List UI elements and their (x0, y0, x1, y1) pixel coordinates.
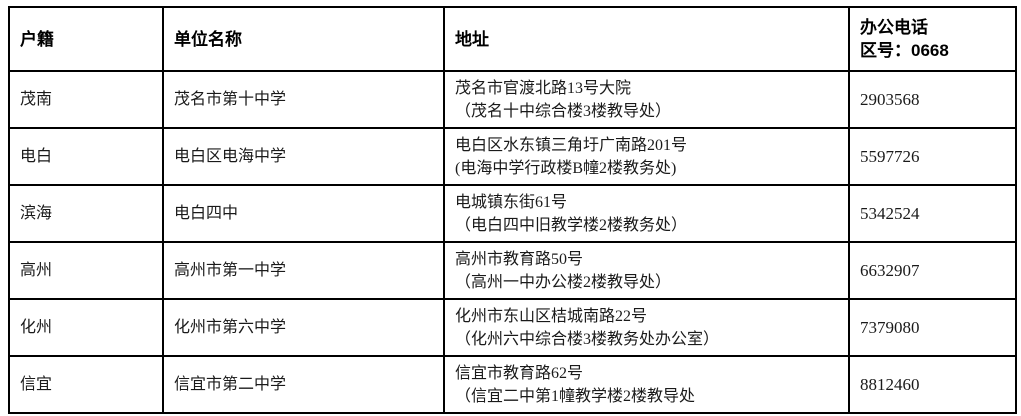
cell-phone: 5597726 (848, 127, 1017, 186)
cell-district: 高州 (8, 241, 164, 300)
cell-address: 化州市东山区桔城南路22号 （化州六中综合楼3楼教务处办公室） (443, 298, 850, 357)
address-line2: （高州一中办公楼2楼教导处） (455, 273, 672, 291)
header-district: 户籍 (8, 6, 164, 72)
table-row: 滨海 电白四中 电城镇东街61号 （电白四中旧教学楼2楼教务处） 5342524 (8, 184, 1017, 243)
cell-school: 信宜市第二中学 (162, 355, 445, 414)
address-line2: （信宜二中第1幢教学楼2楼教导处 (455, 387, 696, 405)
cell-school: 茂名市第十中学 (162, 70, 445, 129)
cell-address: 茂名市官渡北路13号大院 （茂名十中综合楼3楼教导处） (443, 70, 850, 129)
cell-school: 高州市第一中学 (162, 241, 445, 300)
cell-district: 电白 (8, 127, 164, 186)
address-line2: （茂名十中综合楼3楼教导处） (455, 102, 672, 120)
table-row: 化州 化州市第六中学 化州市东山区桔城南路22号 （化州六中综合楼3楼教务处办公… (8, 298, 1017, 357)
address-line1: 化州市东山区桔城南路22号 (455, 307, 648, 325)
cell-phone: 7379080 (848, 298, 1017, 357)
cell-school: 电白四中 (162, 184, 445, 243)
address-line2: （电白四中旧教学楼2楼教务处） (455, 216, 688, 234)
cell-phone: 8812460 (848, 355, 1017, 414)
address-line1: 信宜市教育路62号 (455, 364, 584, 382)
address-line2: （化州六中综合楼3楼教务处办公室） (455, 330, 720, 348)
address-line1: 电城镇东街61号 (455, 193, 568, 211)
address-line1: 茂名市官渡北路13号大院 (455, 79, 632, 97)
address-line1: 电白区水东镇三角圩广南路201号 (455, 136, 688, 154)
cell-phone: 6632907 (848, 241, 1017, 300)
table-row: 电白 电白区电海中学 电白区水东镇三角圩广南路201号 (电海中学行政楼B幢2楼… (8, 127, 1017, 186)
cell-phone: 5342524 (848, 184, 1017, 243)
header-phone: 办公电话 区号：0668 (848, 6, 1017, 72)
header-school: 单位名称 (162, 6, 445, 72)
table-header-row: 户籍 单位名称 地址 办公电话 区号：0668 (8, 6, 1017, 72)
cell-district: 信宜 (8, 355, 164, 414)
cell-phone: 2903568 (848, 70, 1017, 129)
address-line2: (电海中学行政楼B幢2楼教务处) (455, 159, 677, 177)
cell-address: 电白区水东镇三角圩广南路201号 (电海中学行政楼B幢2楼教务处) (443, 127, 850, 186)
table-row: 高州 高州市第一中学 高州市教育路50号 （高州一中办公楼2楼教导处） 6632… (8, 241, 1017, 300)
cell-address: 高州市教育路50号 （高州一中办公楼2楼教导处） (443, 241, 850, 300)
school-contact-table: 户籍 单位名称 地址 办公电话 区号：0668 茂南 茂名市第十中学 茂名市官渡… (8, 6, 1017, 414)
school-contact-table-wrap: 户籍 单位名称 地址 办公电话 区号：0668 茂南 茂名市第十中学 茂名市官渡… (8, 6, 1017, 414)
header-phone-line1: 办公电话 (860, 18, 928, 37)
cell-district: 茂南 (8, 70, 164, 129)
address-line1: 高州市教育路50号 (455, 250, 584, 268)
header-phone-line2: 区号：0668 (860, 41, 949, 60)
table-row: 茂南 茂名市第十中学 茂名市官渡北路13号大院 （茂名十中综合楼3楼教导处） 2… (8, 70, 1017, 129)
cell-district: 滨海 (8, 184, 164, 243)
cell-school: 化州市第六中学 (162, 298, 445, 357)
cell-address: 信宜市教育路62号 （信宜二中第1幢教学楼2楼教导处 (443, 355, 850, 414)
table-row: 信宜 信宜市第二中学 信宜市教育路62号 （信宜二中第1幢教学楼2楼教导处 88… (8, 355, 1017, 414)
header-address: 地址 (443, 6, 850, 72)
cell-address: 电城镇东街61号 （电白四中旧教学楼2楼教务处） (443, 184, 850, 243)
cell-district: 化州 (8, 298, 164, 357)
cell-school: 电白区电海中学 (162, 127, 445, 186)
